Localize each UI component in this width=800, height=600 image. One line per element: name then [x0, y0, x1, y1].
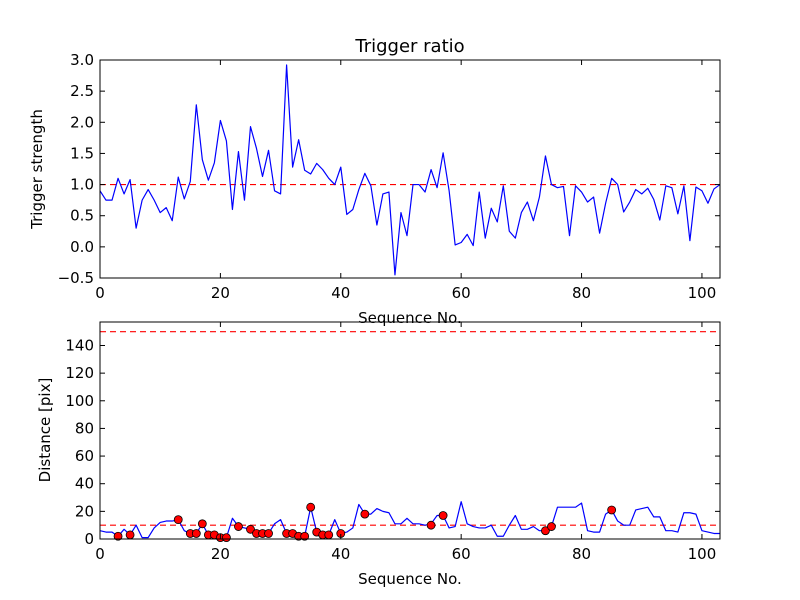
x-tick-label: 80 — [572, 284, 591, 302]
x-axis-label: Sequence No. — [358, 309, 462, 327]
y-axis-label: Trigger strength — [28, 109, 46, 230]
y-tick-label: 80 — [75, 419, 94, 437]
data-point-marker — [222, 533, 231, 543]
chart-title: Trigger ratio — [354, 36, 464, 57]
y-tick-label: 100 — [65, 392, 94, 410]
data-point-marker — [324, 530, 334, 540]
y-tick-label: −0.5 — [58, 269, 94, 287]
x-tick-label: 0 — [95, 545, 105, 563]
x-tick-label: 100 — [688, 284, 717, 302]
data-point-marker — [607, 505, 617, 515]
y-tick-label: 1.0 — [70, 176, 94, 194]
data-point-marker — [197, 519, 207, 529]
x-tick-label: 40 — [331, 545, 350, 563]
x-axis-label: Sequence No. — [358, 570, 462, 588]
data-point-marker — [300, 531, 310, 541]
data-point-marker — [360, 509, 370, 519]
x-tick-label: 60 — [452, 284, 471, 302]
data-point-marker — [547, 522, 556, 531]
y-tick-label: 2.5 — [70, 82, 94, 100]
data-point-marker — [426, 520, 436, 530]
plot-frame — [99, 321, 721, 540]
y-tick-label: 120 — [65, 364, 94, 382]
y-tick-label: 0.0 — [70, 238, 94, 256]
data-point-marker — [234, 522, 243, 531]
distance-panel: Sequence No. Distance [pix] 0 20 40 60 80 100… — [36, 321, 721, 588]
trigger-ratio-panel: Trigger ratio Sequence No. Trigger stren… — [28, 36, 721, 327]
x-tick-label: 100 — [688, 545, 717, 563]
x-tick-label: 20 — [211, 545, 230, 563]
y-tick-label: 0.5 — [70, 207, 94, 225]
y-tick-label: 1.5 — [70, 144, 94, 162]
y-tick-label: 2.0 — [70, 113, 94, 131]
data-point-marker — [173, 515, 183, 525]
series-line — [99, 64, 721, 276]
x-tick-label: 80 — [572, 545, 591, 563]
y-tick-label: 140 — [65, 336, 94, 354]
data-point-marker — [191, 529, 201, 538]
data-point-marker — [113, 531, 123, 541]
y-tick-label: 0 — [84, 530, 94, 548]
x-tick-label: 40 — [331, 284, 350, 302]
x-tick-label: 20 — [211, 284, 230, 302]
x-tick-label: 0 — [95, 284, 105, 302]
x-tick-label: 60 — [452, 545, 471, 563]
y-tick-label: 60 — [75, 447, 94, 465]
data-point-marker — [438, 511, 448, 520]
data-point-marker — [264, 529, 273, 538]
data-point-marker — [125, 530, 135, 540]
data-point-marker — [541, 526, 550, 536]
data-point-marker — [306, 502, 316, 512]
plot-frame — [99, 59, 721, 279]
y-tick-label: 20 — [75, 502, 94, 520]
y-tick-label: 40 — [75, 475, 94, 493]
y-tick-label: 3.0 — [70, 51, 94, 69]
data-point-marker — [246, 524, 255, 534]
y-axis-label: Distance [pix] — [36, 378, 54, 483]
